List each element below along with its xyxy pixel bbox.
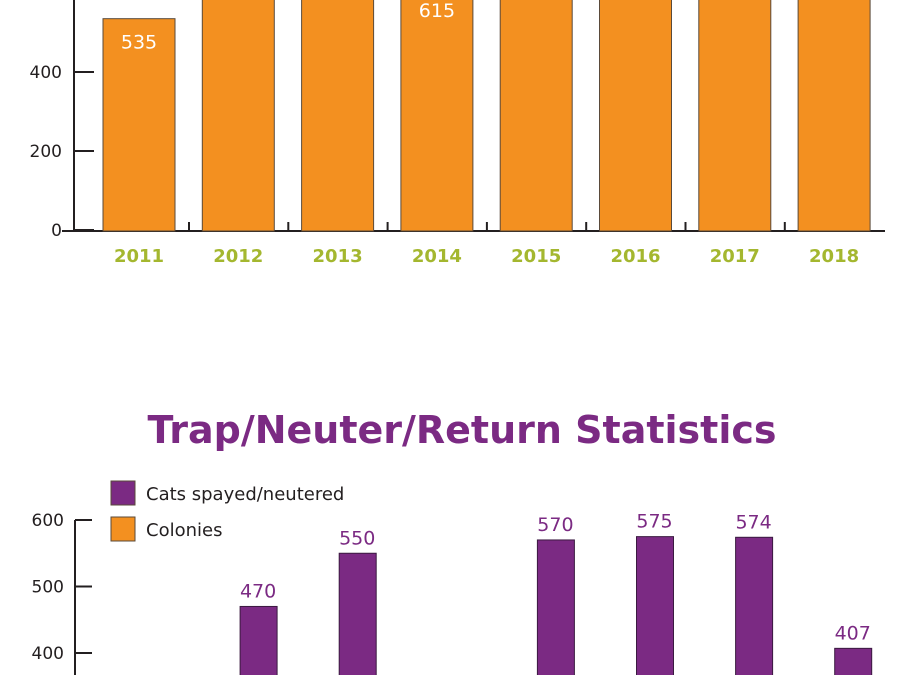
x-tick-label: 2012 bbox=[213, 246, 263, 267]
bar-2017 bbox=[735, 536, 774, 675]
tnr-chart: 400 500 600 470 550 570 575 574 407 Cats spayed/n… bbox=[32, 480, 873, 675]
y-tick-label: 0 bbox=[51, 221, 62, 241]
x-tick-label: 2014 bbox=[412, 246, 462, 267]
colonies-chart: 0 200 400 2011 535 2012 2013 2014 615 2015 2016 201… bbox=[30, 0, 885, 267]
data-label: 470 bbox=[240, 580, 276, 602]
data-label: 550 bbox=[339, 527, 375, 549]
chart-title: Trap/Neuter/Return Statistics bbox=[148, 408, 777, 452]
bar-2012 bbox=[201, 0, 275, 232]
bar-2012 bbox=[239, 605, 278, 675]
bar-2018 bbox=[797, 0, 871, 232]
x-tick-label: 2013 bbox=[313, 246, 363, 267]
data-label: 615 bbox=[419, 0, 455, 22]
data-label: 535 bbox=[121, 32, 157, 54]
x-tick-label: 2016 bbox=[610, 246, 660, 267]
data-label: 575 bbox=[636, 511, 672, 533]
x-tick-label: 2011 bbox=[114, 246, 164, 267]
bar-2011 bbox=[102, 18, 176, 232]
bar-2016 bbox=[599, 0, 672, 232]
x-tick-label: 2018 bbox=[809, 246, 859, 267]
legend-label: Colonies bbox=[146, 520, 222, 541]
y-tick-label: 200 bbox=[30, 142, 62, 162]
legend-swatch-0 bbox=[110, 480, 136, 506]
data-label: 407 bbox=[835, 622, 871, 644]
y-tick-label: 400 bbox=[30, 63, 62, 83]
bar-2015 bbox=[499, 0, 573, 232]
legend-label: Cats spayed/neutered bbox=[146, 484, 344, 505]
bar-2016 bbox=[636, 536, 674, 675]
bar-2018 bbox=[834, 647, 873, 675]
bar-2015 bbox=[536, 539, 575, 675]
bar-2014 bbox=[400, 0, 474, 232]
y-tick-label: 400 bbox=[32, 644, 64, 664]
data-label: 574 bbox=[735, 511, 771, 533]
bar-2013 bbox=[301, 0, 375, 232]
bar-2017 bbox=[698, 0, 772, 232]
bar-2013 bbox=[338, 552, 377, 675]
x-tick-label: 2017 bbox=[710, 246, 760, 267]
legend-swatch-1 bbox=[110, 516, 136, 542]
y-tick-label: 600 bbox=[32, 511, 64, 531]
x-tick-label: 2015 bbox=[511, 246, 561, 267]
data-label: 570 bbox=[537, 514, 573, 536]
y-tick-label: 500 bbox=[32, 578, 64, 598]
